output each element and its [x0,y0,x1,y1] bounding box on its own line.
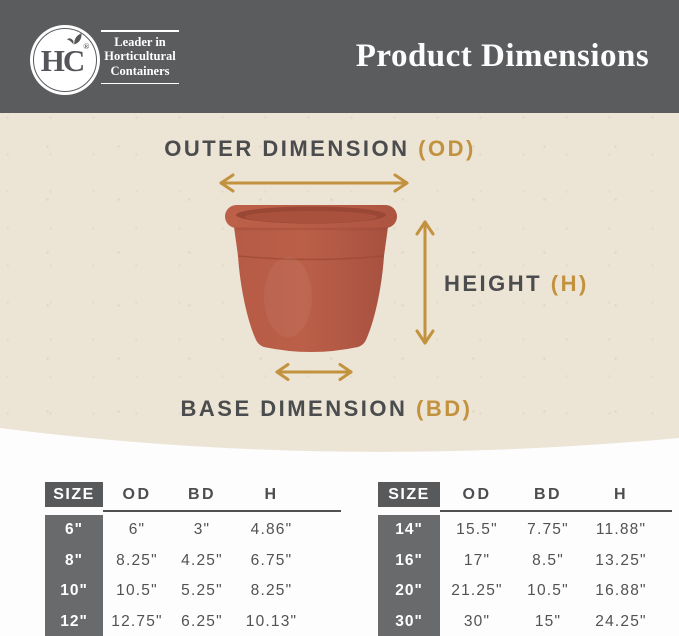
col-header-h: H [613,485,629,503]
table-row: 30" 30" 15" 24.25" [378,606,672,636]
h-cell: 11.88" [595,521,647,539]
h-cell: 8.25" [250,582,293,600]
section-curve-divider [0,424,679,452]
col-header-size: SIZE [378,482,440,507]
dimension-diagram: OUTER DIMENSION (OD) [0,113,679,424]
h-cell: 4.86" [250,521,293,539]
size-cell: 6" [45,515,103,546]
dimension-table-small-sizes: SIZE OD BD H 6" 6" 3" 4.86" 8" 8.25" 4.2… [45,482,341,636]
logo-tagline: Leader in Horticultural Containers [98,30,182,85]
logo-monogram: HC® [40,42,90,78]
table-row: 8" 8.25" 4.25" 6.75" [45,545,341,576]
size-cell: 20" [378,576,440,607]
tagline-line: Leader in [114,34,166,49]
leaf-icon [66,32,83,50]
od-cell: 17" [463,551,491,569]
table-row: 6" 6" 3" 4.86" [45,515,341,546]
col-header-bd: BD [187,485,217,503]
bd-cell: 6.25" [181,612,223,630]
table-row: 14" 15.5" 7.75" 11.88" [378,515,672,546]
size-cell: 8" [45,545,103,576]
tagline-line: Horticultural [104,49,176,64]
h-cell: 24.25" [595,612,647,630]
od-cell: 12.75" [111,612,163,630]
size-cell: 30" [378,606,440,636]
base-dimension-arrow-icon [275,363,353,381]
bd-cell: 5.25" [181,582,223,600]
tagline-line: Containers [110,64,170,78]
table-row: 12" 12.75" 6.25" 10.13" [45,606,341,636]
h-cell: 16.88" [595,582,647,600]
dimension-table-large-sizes: SIZE OD BD H 14" 15.5" 7.75" 11.88" 16" … [378,482,672,636]
height-arrow-icon [415,220,435,345]
height-abbr: (H) [550,271,589,296]
tagline-rule-top [101,30,179,32]
outer-dimension-arrow-icon [219,173,409,193]
col-header-bd: BD [533,485,563,503]
page-title: Product Dimensions [355,38,650,74]
col-header-h: H [264,485,279,503]
header: HC® Leader in Horticultural Containers P… [0,0,679,113]
bd-cell: 7.75" [527,521,569,539]
outer-dimension-label: OUTER DIMENSION (OD) [164,136,476,161]
pot-illustration [225,205,397,352]
od-cell: 8.25" [116,551,158,569]
bd-cell: 4.25" [181,551,223,569]
od-cell: 21.25" [451,582,503,600]
size-cell: 14" [378,515,440,546]
col-header-size: SIZE [45,482,103,507]
header-rule [103,510,341,512]
od-cell: 10.5" [116,582,158,600]
hc-logo: HC® [30,25,100,95]
od-abbr: (OD) [418,136,476,161]
col-header-od: OD [122,485,152,503]
registered-mark: ® [83,42,90,51]
od-cell: 30" [463,612,491,630]
h-cell: 10.13" [245,612,298,630]
table-row: 10" 10.5" 5.25" 8.25" [45,576,341,607]
od-cell: 15.5" [456,521,498,539]
bd-cell: 10.5" [527,582,569,600]
bd-cell: 8.5" [532,551,564,569]
height-label: HEIGHT (H) [444,271,589,296]
tagline-rule-bottom [101,82,179,85]
h-cell: 13.25" [595,551,647,569]
bd-cell: 3" [193,521,211,539]
od-cell: 6" [128,521,146,539]
size-cell: 16" [378,545,440,576]
base-dimension-label: BASE DIMENSION (BD) [180,396,473,421]
table-row: 20" 21.25" 10.5" 16.88" [378,576,672,607]
bd-abbr: (BD) [416,396,473,421]
bd-cell: 15" [534,612,562,630]
size-cell: 12" [45,606,103,636]
size-cell: 10" [45,576,103,607]
table-row: 16" 17" 8.5" 13.25" [378,545,672,576]
header-rule [440,510,672,512]
col-header-od: OD [462,485,492,503]
h-cell: 6.75" [250,551,293,569]
